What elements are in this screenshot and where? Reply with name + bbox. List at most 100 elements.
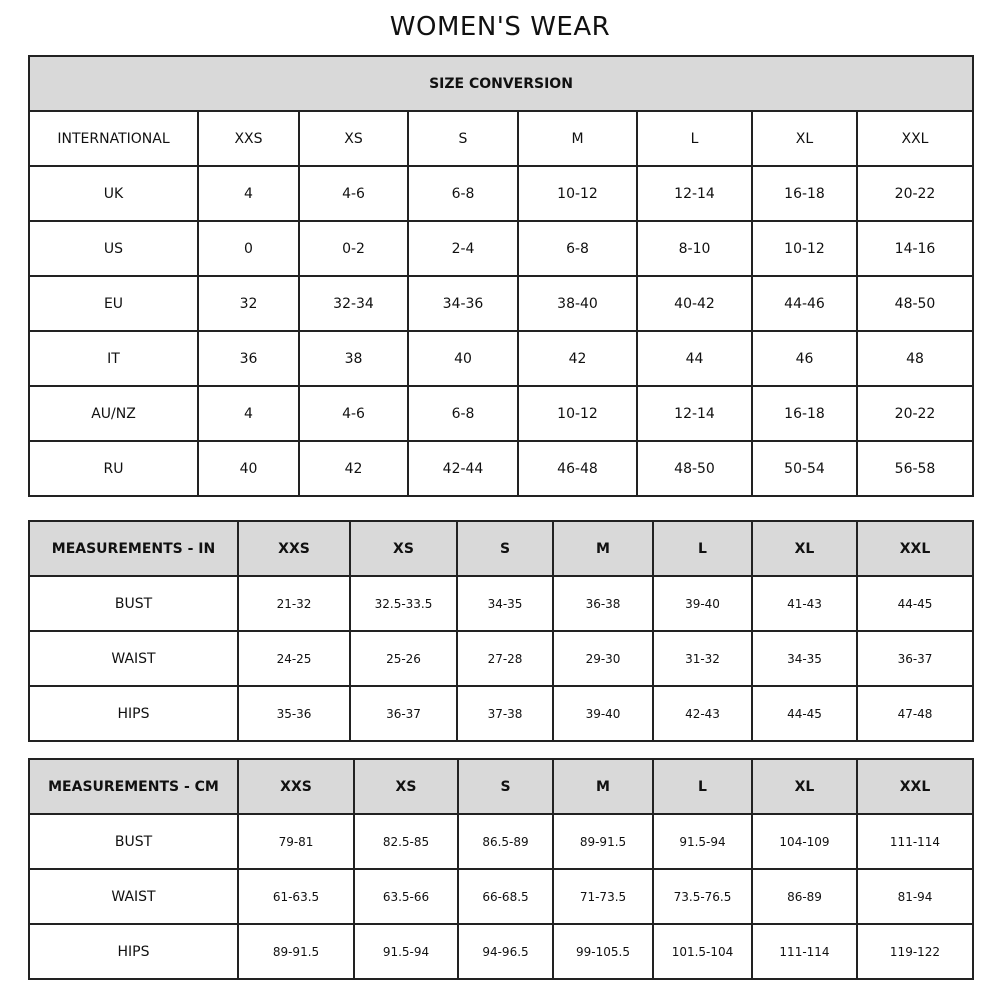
table-row: BUST 21-32 32.5-33.5 34-35 36-38 39-40 41-43 44… <box>28 575 974 632</box>
row-header-label: MEASUREMENTS - CM <box>28 758 239 815</box>
table-cell: 0 <box>197 220 300 277</box>
table-cell: 34-35 <box>751 630 858 687</box>
table-cell: 42 <box>517 330 638 387</box>
table-row: WAIST 61-63.5 63.5-66 66-68.5 71-73.5 73.5-76… <box>28 868 974 925</box>
table-row: WAIST 24-25 25-26 27-28 29-30 31-32 34-35 36-37 <box>28 630 974 687</box>
table-cell: 14-16 <box>856 220 974 277</box>
table-cell: 111-114 <box>751 923 858 980</box>
table-cell: 38 <box>298 330 409 387</box>
row-label: BUST <box>28 575 239 632</box>
table-cell: 48 <box>856 330 974 387</box>
table-cell: 6-8 <box>517 220 638 277</box>
table-cell: 34-35 <box>456 575 554 632</box>
table-cell: 44-45 <box>856 575 974 632</box>
table-row: UK 4 4-6 6-8 10-12 12-14 16-18 20-22 <box>28 165 974 222</box>
table-cell: 91.5-94 <box>353 923 459 980</box>
table-cell: 10-12 <box>517 165 638 222</box>
size-column-header: S <box>407 110 519 167</box>
table-cell: 47-48 <box>856 685 974 742</box>
table-cell: 79-81 <box>237 813 355 870</box>
table-cell: 99-105.5 <box>552 923 654 980</box>
row-label: WAIST <box>28 868 239 925</box>
table-cell: 63.5-66 <box>353 868 459 925</box>
size-column-header: XS <box>349 520 458 577</box>
table-cell: 34-36 <box>407 275 519 332</box>
size-column-header: M <box>552 520 654 577</box>
table-cell: 81-94 <box>856 868 974 925</box>
size-column-header: XXL <box>856 520 974 577</box>
table-cell: 42-44 <box>407 440 519 497</box>
table-cell: 6-8 <box>407 165 519 222</box>
table-cell: 4-6 <box>298 165 409 222</box>
table-cell: 56-58 <box>856 440 974 497</box>
size-column-header: L <box>652 520 753 577</box>
table-cell: 82.5-85 <box>353 813 459 870</box>
row-label: HIPS <box>28 923 239 980</box>
size-column-header: XXS <box>237 758 355 815</box>
table-cell: 36-38 <box>552 575 654 632</box>
table-row: US 0 0-2 2-4 6-8 8-10 10-12 14-16 <box>28 220 974 277</box>
table-cell: 0-2 <box>298 220 409 277</box>
size-conversion-table: SIZE CONVERSION INTERNATIONAL XXS XS S M L XL X… <box>28 55 974 497</box>
table-cell: 104-109 <box>751 813 858 870</box>
table-cell: 61-63.5 <box>237 868 355 925</box>
size-column-header: XS <box>353 758 459 815</box>
table-cell: 39-40 <box>552 685 654 742</box>
size-column-header: L <box>652 758 753 815</box>
table-cell: 35-36 <box>237 685 351 742</box>
header-row: MEASUREMENTS - CM XXS XS S M L XL XXL <box>28 758 974 815</box>
size-column-header: M <box>552 758 654 815</box>
row-header-label: MEASUREMENTS - IN <box>28 520 239 577</box>
size-column-header: XXL <box>856 758 974 815</box>
row-label: WAIST <box>28 630 239 687</box>
row-label: BUST <box>28 813 239 870</box>
table-cell: 48-50 <box>856 275 974 332</box>
table-cell: 66-68.5 <box>457 868 554 925</box>
table-cell: 40-42 <box>636 275 753 332</box>
table-cell: 46 <box>751 330 858 387</box>
table-row: IT 36 38 40 42 44 46 48 <box>28 330 974 387</box>
table-cell: 32 <box>197 275 300 332</box>
table-cell: 24-25 <box>237 630 351 687</box>
table-cell: 20-22 <box>856 385 974 442</box>
row-label: RU <box>28 440 199 497</box>
table-row: HIPS 89-91.5 91.5-94 94-96.5 99-105.5 101.5-1… <box>28 923 974 980</box>
table-cell: 4 <box>197 165 300 222</box>
size-column-header: XXS <box>197 110 300 167</box>
table-cell: 119-122 <box>856 923 974 980</box>
row-label: EU <box>28 275 199 332</box>
table-cell: 12-14 <box>636 165 753 222</box>
table-cell: 20-22 <box>856 165 974 222</box>
table-cell: 6-8 <box>407 385 519 442</box>
table-cell: 44-45 <box>751 685 858 742</box>
size-column-header: L <box>636 110 753 167</box>
table-cell: 48-50 <box>636 440 753 497</box>
size-column-header: XXS <box>237 520 351 577</box>
table-cell: 32.5-33.5 <box>349 575 458 632</box>
table-cell: 21-32 <box>237 575 351 632</box>
table-cell: 36-37 <box>856 630 974 687</box>
table-cell: 16-18 <box>751 385 858 442</box>
table-cell: 73.5-76.5 <box>652 868 753 925</box>
size-column-header: S <box>456 520 554 577</box>
table-cell: 10-12 <box>751 220 858 277</box>
table-cell: 4-6 <box>298 385 409 442</box>
size-column-header: XXL <box>856 110 974 167</box>
table-cell: 37-38 <box>456 685 554 742</box>
row-label: US <box>28 220 199 277</box>
table-row: AU/NZ 4 4-6 6-8 10-12 12-14 16-18 20-22 <box>28 385 974 442</box>
row-label: IT <box>28 330 199 387</box>
table-cell: 42-43 <box>652 685 753 742</box>
row-label: AU/NZ <box>28 385 199 442</box>
table-cell: 8-10 <box>636 220 753 277</box>
table-cell: 38-40 <box>517 275 638 332</box>
size-column-header: XL <box>751 110 858 167</box>
table-cell: 39-40 <box>652 575 753 632</box>
table-cell: 2-4 <box>407 220 519 277</box>
table-cell: 25-26 <box>349 630 458 687</box>
table-row: BUST 79-81 82.5-85 86.5-89 89-91.5 91.5-94 104… <box>28 813 974 870</box>
row-label: HIPS <box>28 685 239 742</box>
table-cell: 44-46 <box>751 275 858 332</box>
table-cell: 36 <box>197 330 300 387</box>
row-label: UK <box>28 165 199 222</box>
